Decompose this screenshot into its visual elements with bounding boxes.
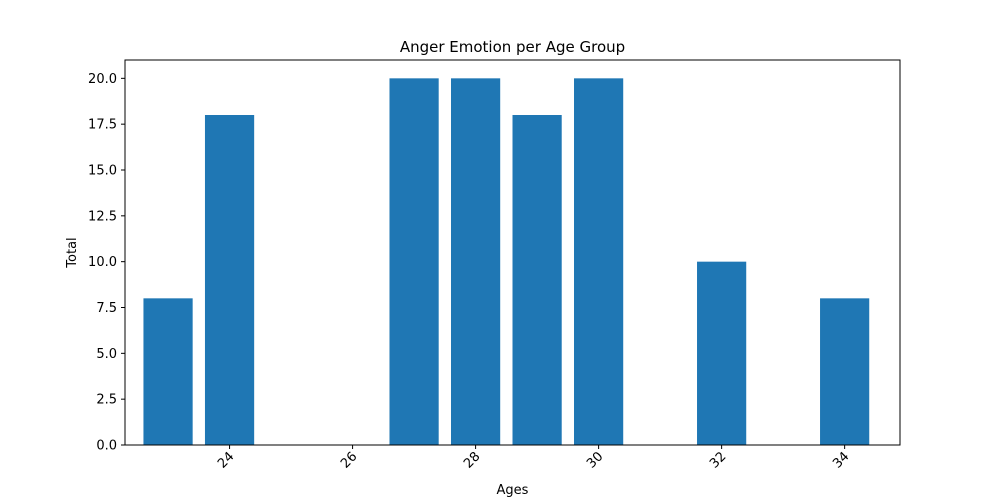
x-axis: 24 26 28 30 32 34 — [215, 445, 852, 472]
y-axis-label: Total — [65, 237, 80, 268]
y-tick-label: 20.0 — [88, 72, 117, 87]
y-tick-label: 10.0 — [88, 255, 117, 270]
bar-age-32 — [697, 261, 747, 445]
bar-age-24 — [204, 115, 255, 445]
bar-age-27 — [389, 78, 439, 445]
bar-age-30 — [574, 78, 624, 445]
x-tick-label: 24 — [215, 449, 237, 471]
y-tick-label: 0.0 — [96, 439, 117, 454]
y-tick-label: 5.0 — [96, 347, 117, 362]
x-axis-label: Ages — [497, 483, 529, 498]
y-tick-label: 2.5 — [96, 393, 117, 408]
y-tick-label: 7.5 — [96, 301, 117, 316]
x-tick-label: 26 — [338, 449, 360, 471]
bar-age-29 — [512, 115, 562, 445]
bar-age-23 — [143, 298, 193, 445]
x-tick-label: 28 — [461, 449, 483, 471]
bar-age-28 — [450, 78, 501, 445]
chart-title: Anger Emotion per Age Group — [400, 38, 625, 56]
bar-age-34 — [820, 298, 870, 445]
x-tick-label: 34 — [830, 449, 852, 471]
x-tick-label: 32 — [707, 449, 729, 471]
y-tick-label: 15.0 — [88, 164, 117, 179]
y-tick-label: 17.5 — [88, 118, 117, 133]
y-axis: 0.0 2.5 5.0 7.5 10.0 12.5 15.0 17.5 20.0 — [88, 72, 125, 454]
y-tick-label: 12.5 — [88, 209, 117, 224]
x-tick-label: 30 — [584, 449, 606, 471]
bars-group — [143, 78, 870, 445]
plot-area-frame — [124, 59, 901, 446]
